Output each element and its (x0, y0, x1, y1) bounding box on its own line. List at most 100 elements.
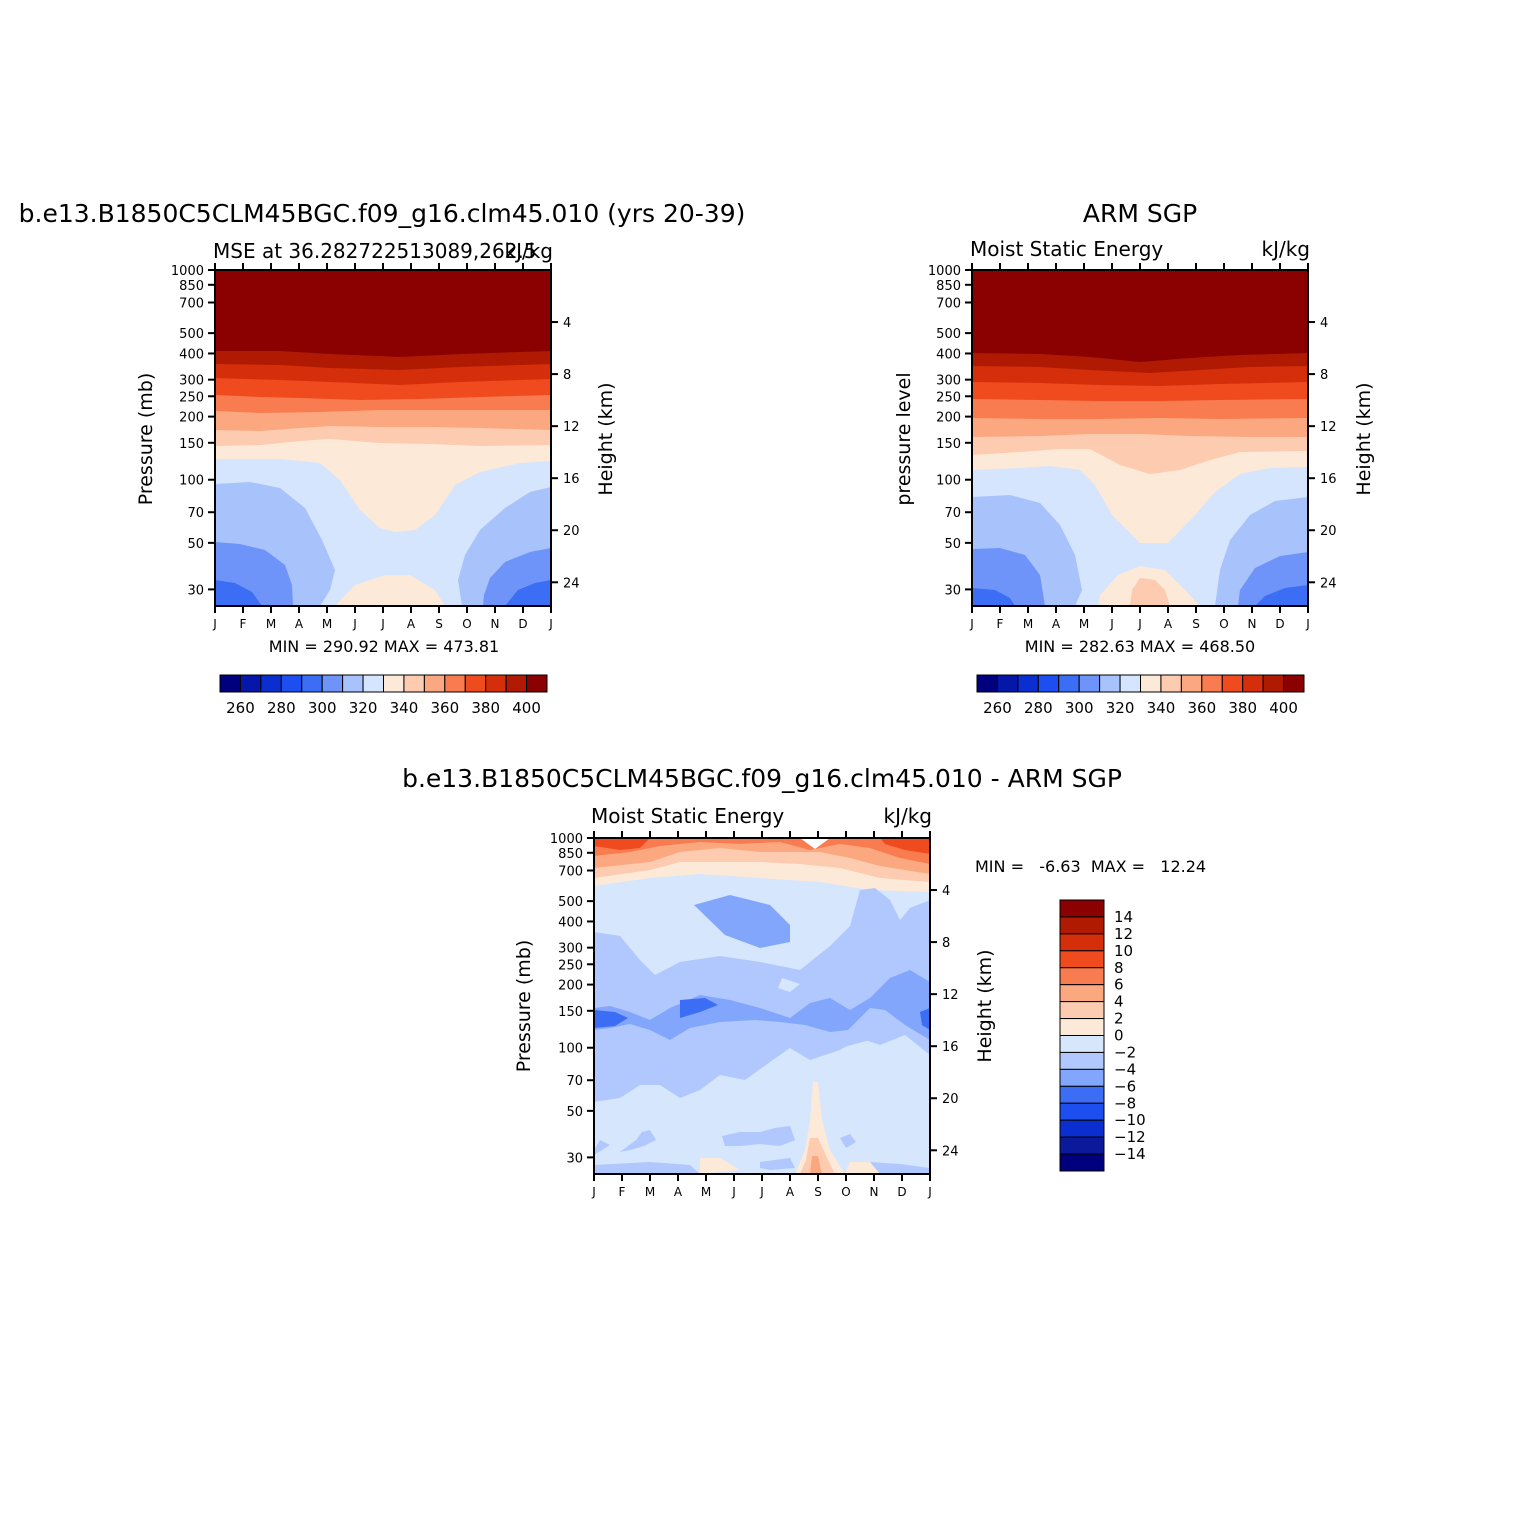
panel3-height-tick-label: 20 (942, 1092, 959, 1107)
panel1-month-label: A (295, 617, 304, 631)
panel3-pressure-tick-label: 200 (558, 979, 583, 994)
panel2-pressure-tick-label: 150 (936, 437, 961, 452)
panel2-min-max: MIN = 282.63 MAX = 468.50 (1025, 637, 1255, 656)
panel3-month-label: J (591, 1185, 596, 1199)
panel1-colorbar-box (219, 674, 241, 693)
panel2-pressure-tick-label: 250 (936, 390, 961, 405)
panel1-month-label: J (212, 617, 217, 631)
panel1-pressure-tick-label: 400 (179, 347, 204, 362)
panel3-pressure-tick-label: 150 (558, 1005, 583, 1020)
panel3-colorbar-label: −12 (1114, 1128, 1146, 1146)
panel3-pressure-tick-label: 850 (558, 847, 583, 862)
panel3-right-string: kJ/kg (884, 804, 933, 828)
panel1-height-tick-label: 16 (563, 472, 580, 487)
panel3-pressure-tick-label: 400 (558, 915, 583, 930)
panel1-colorbar-box (403, 674, 425, 693)
panel1-colorbar-label: 360 (430, 699, 459, 717)
panel1-y2-axis-label: Height (km) (595, 382, 617, 495)
panel2-colorbar-box (1037, 674, 1060, 693)
panel2-y-axis-label: pressure level (893, 372, 915, 505)
panel3-colorbar-box (1059, 967, 1105, 986)
panel3-colorbar-label: −14 (1114, 1145, 1146, 1163)
panel1-height-tick-label: 4 (563, 316, 571, 331)
panel2-colorbar-box (1180, 674, 1203, 693)
panel1-colorbar-label: 340 (390, 699, 419, 717)
panel3-month-label: O (841, 1185, 850, 1199)
panel3-pressure-tick-label: 500 (558, 895, 583, 910)
panel3-y-axis-label: Pressure (mb) (513, 940, 535, 1073)
panel2-month-label: A (1052, 617, 1061, 631)
panel1-colorbar-label: 400 (512, 699, 541, 717)
panel3-contour-field (594, 838, 930, 1174)
panel1-colorbar-label: 280 (267, 699, 296, 717)
panel2-colorbar-box (1160, 674, 1182, 693)
panel2-pressure-tick-label: 400 (936, 347, 961, 362)
panel3-colorbar-label: −4 (1114, 1060, 1136, 1078)
panel2-colorbar-label: 260 (983, 699, 1012, 717)
panel1-month-label: A (407, 617, 416, 631)
panel2-month-label: J (1305, 617, 1310, 631)
panel3-colorbar-box (1059, 1018, 1105, 1036)
panel1-colorbar-box (362, 674, 384, 693)
panel2-pressure-tick-label: 200 (936, 411, 961, 426)
panel3-height-tick-label: 4 (942, 884, 950, 899)
panel2-month-label: M (1079, 617, 1089, 631)
panel1-colorbar-box (280, 674, 303, 693)
panel2-height-tick-label: 4 (1320, 316, 1328, 331)
panel1-pressure-tick-label: 150 (179, 437, 204, 452)
panel3-month-label: A (786, 1185, 795, 1199)
panel3-month-label: F (619, 1185, 626, 1199)
panel2-month-label: M (1023, 617, 1033, 631)
panel2-month-label: F (997, 617, 1004, 631)
panel1-colorbar-box (423, 674, 446, 693)
panel2-month-label: S (1192, 617, 1200, 631)
panel3-pressure-tick-label: 50 (566, 1105, 583, 1120)
panel3-pressure-tick-label: 30 (566, 1151, 583, 1166)
panel3-colorbar-label: 14 (1114, 908, 1133, 926)
panel3-month-label: A (674, 1185, 683, 1199)
panel3-month-label: M (701, 1185, 711, 1199)
panel1-colorbar-label: 320 (349, 699, 378, 717)
panel3-colorbar-label: 2 (1114, 1010, 1124, 1028)
panel2-height-tick-label: 24 (1320, 576, 1337, 591)
panel2-height-tick-label: 8 (1320, 368, 1328, 383)
panel1-colorbar-box (321, 674, 344, 693)
panel1-colorbar-box (383, 674, 405, 693)
panel1-month-label: D (518, 617, 527, 631)
panel2-height-tick-label: 12 (1320, 420, 1337, 435)
panel3-colorbar-label: −8 (1114, 1094, 1136, 1112)
panel1-height-tick-label: 8 (563, 368, 571, 383)
panel3-colorbar-label: 0 (1114, 1027, 1124, 1045)
panel3-colorbar-label: 6 (1114, 976, 1124, 994)
panel1-month-label: N (491, 617, 500, 631)
panel2-contour-field (972, 270, 1308, 606)
panel2-pressure-tick-label: 70 (944, 506, 961, 521)
panel3-pressure-tick-label: 100 (558, 1042, 583, 1057)
panel1-pressure-tick-label: 850 (179, 279, 204, 294)
panel2-month-label: J (1109, 617, 1114, 631)
panel3-colorbar-box (1059, 916, 1105, 935)
panel3-min-max: MIN = -6.63 MAX = 12.24 (975, 857, 1206, 876)
panel2-colorbar-box (996, 674, 1019, 693)
panel2-pressure-tick-label: 300 (936, 374, 961, 389)
panel3-colorbar-box (1059, 899, 1105, 918)
panel1-colorbar-box (464, 674, 487, 693)
panel3-colorbar-box (1059, 984, 1105, 1003)
panel1-left-string: MSE at 36.282722513089,262.5 (213, 239, 537, 263)
panel2-pressure-tick-label: 700 (936, 296, 961, 311)
panel3-month-label: D (897, 1185, 906, 1199)
panel2-colorbar-box (1262, 674, 1285, 693)
panel2-right-string: kJ/kg (1262, 237, 1311, 261)
panel2-title: ARM SGP (1083, 199, 1197, 228)
panel1-colorbar-box (444, 674, 466, 693)
panel3-colorbar-label: 12 (1114, 925, 1133, 943)
panel3-colorbar-box (1059, 933, 1105, 952)
panel3-colorbar-box (1059, 1153, 1105, 1172)
panel2-colorbar-box (1242, 674, 1264, 693)
panel1-pressure-tick-label: 1000 (171, 264, 204, 279)
panel2-colorbar-label: 340 (1147, 699, 1176, 717)
panel1-colorbar-label: 300 (308, 699, 337, 717)
panel2-colorbar-label: 320 (1106, 699, 1135, 717)
panel2-colorbar-label: 280 (1024, 699, 1053, 717)
